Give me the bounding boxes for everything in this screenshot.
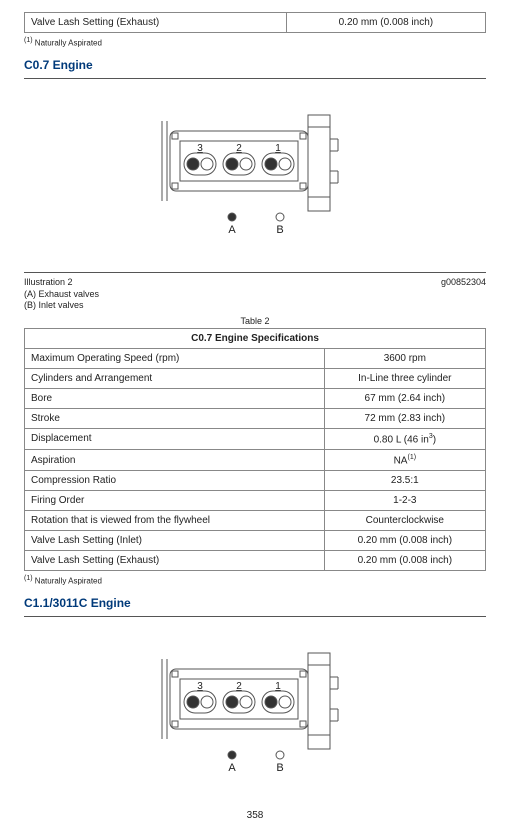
svg-text:A: A: [228, 224, 236, 236]
illustration-1-caption: Illustration 2 g00852304: [24, 277, 486, 287]
table2-title: C0.7 Engine Specifications: [25, 328, 486, 348]
table-cell-label: Firing Order: [25, 491, 325, 511]
illus-sub-a: (A) Exhaust valves: [24, 289, 486, 299]
svg-text:B: B: [276, 224, 283, 236]
table-cell-value: Counterclockwise: [324, 511, 485, 531]
svg-text:A: A: [228, 762, 236, 774]
table-cell-label: Aspiration: [25, 449, 325, 470]
table-cell-label: Maximum Operating Speed (rpm): [25, 348, 325, 368]
table-2: C0.7 Engine Specifications Maximum Opera…: [24, 328, 486, 572]
table-cell-value: In-Line three cylinder: [324, 368, 485, 388]
table-cell-label: Valve Lash Setting (Exhaust): [25, 551, 325, 571]
svg-text:1: 1: [275, 681, 281, 692]
table-cell-label: Displacement: [25, 428, 325, 449]
table-cell-label: Compression Ratio: [25, 471, 325, 491]
svg-text:1: 1: [275, 143, 281, 154]
table-cell-label: Valve Lash Setting (Inlet): [25, 531, 325, 551]
illus-sub-b: (B) Inlet valves: [24, 300, 486, 310]
table-cell-value: 3600 rpm: [324, 348, 485, 368]
table-cell-value: 1-2-3: [324, 491, 485, 511]
table-cell-label: Bore: [25, 388, 325, 408]
divider-2: [24, 616, 486, 617]
divider-1: [24, 78, 486, 79]
table-cell-value: NA(1): [324, 449, 485, 470]
table-cell-label: Rotation that is viewed from the flywhee…: [25, 511, 325, 531]
table-cell-value: 23.5:1: [324, 471, 485, 491]
table-cell-value: 0.20 mm (0.008 inch): [286, 13, 485, 33]
table-cell-label: Valve Lash Setting (Exhaust): [25, 13, 287, 33]
table-cell-label: Cylinders and Arrangement: [25, 368, 325, 388]
svg-text:2: 2: [236, 681, 242, 692]
illus-caption-right: g00852304: [441, 277, 486, 287]
illustration-2: 3 2 1 A B: [24, 647, 486, 780]
table-cell-value: 67 mm (2.64 inch): [324, 388, 485, 408]
table2-caption: Table 2: [24, 316, 486, 326]
illustration-1: 3 2 1 A B: [24, 109, 486, 242]
page-number: 358: [24, 810, 486, 821]
svg-text:B: B: [276, 762, 283, 774]
table-cell-value: 72 mm (2.83 inch): [324, 408, 485, 428]
svg-text:3: 3: [197, 143, 203, 154]
table-cell-value: 0.20 mm (0.008 inch): [324, 551, 485, 571]
illus-caption-left: Illustration 2: [24, 277, 73, 287]
svg-text:2: 2: [236, 143, 242, 154]
footnote-1: (1) Naturally Aspirated: [24, 37, 486, 48]
top-fragment-table: Valve Lash Setting (Exhaust)0.20 mm (0.0…: [24, 12, 486, 33]
footnote-2: (1) Naturally Aspirated: [24, 575, 486, 586]
divider-illus-top: [24, 272, 486, 273]
svg-text:3: 3: [197, 681, 203, 692]
table-cell-value: 0.20 mm (0.008 inch): [324, 531, 485, 551]
table-cell-label: Stroke: [25, 408, 325, 428]
table-cell-value: 0.80 L (46 in3): [324, 428, 485, 449]
heading-c07: C0.7 Engine: [24, 58, 486, 72]
heading-c11: C1.1/3011C Engine: [24, 596, 486, 610]
